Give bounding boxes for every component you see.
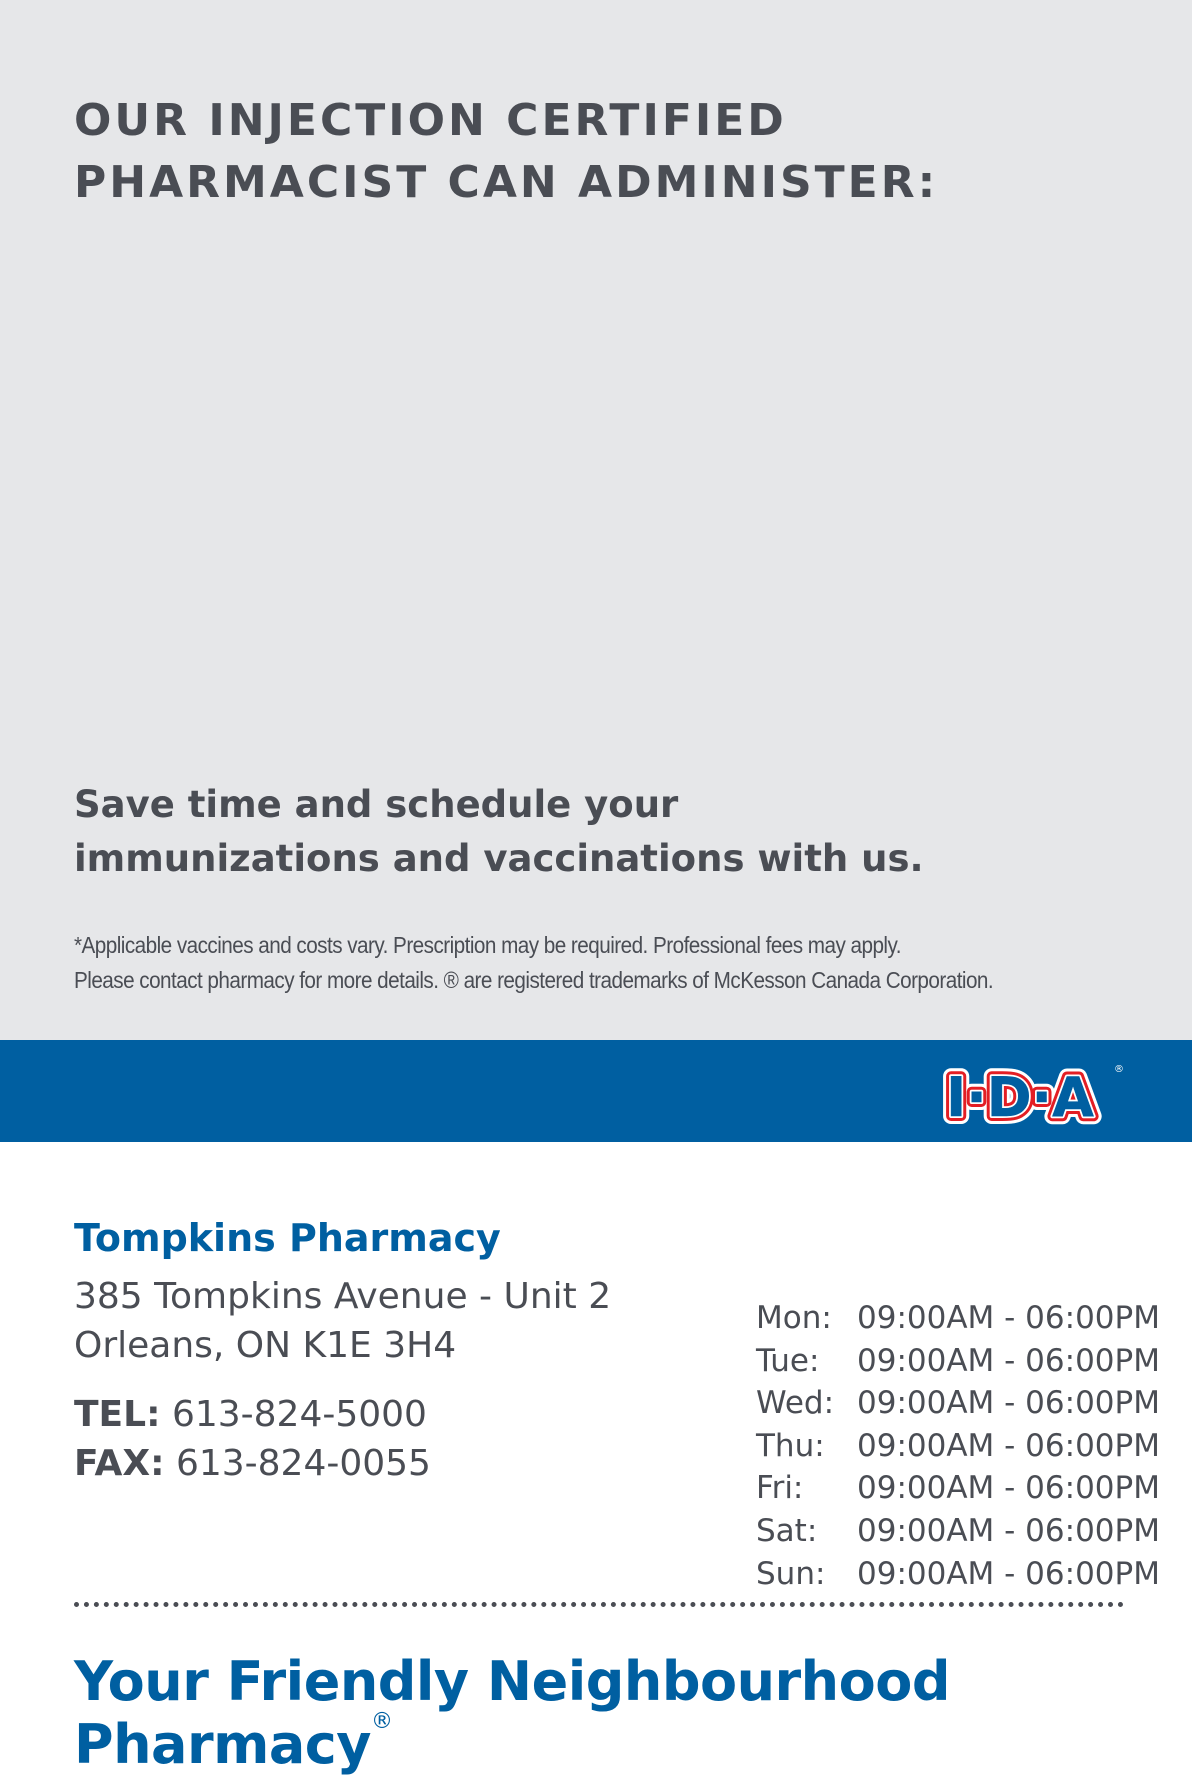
fax-number: 613-824-0055 [175,1443,431,1484]
disclaimer-line-1: *Applicable vaccines and costs vary. Pre… [74,932,901,958]
fax: FAX: 613-824-0055 [74,1439,431,1488]
hours-day: Wed: [756,1385,835,1422]
ida-logo: I·D·A I·D·A I·D·A I·D·A ® [938,1058,1124,1126]
hours-time: 09:00AM - 06:00PM [857,1385,1160,1422]
hours-time: 09:00AM - 06:00PM [857,1470,1160,1507]
hours-time: 09:00AM - 06:00PM [857,1342,1160,1379]
svg-text:®: ® [1114,1064,1124,1075]
hours-time: 09:00AM - 06:00PM [857,1427,1160,1464]
schedule-line-1: Save time and schedule your [74,783,679,826]
svg-text:I·D·A: I·D·A [946,1066,1094,1126]
hours-row: Fri: 09:00AM - 06:00PM [756,1467,1160,1510]
tel-number: 613-824-5000 [171,1394,427,1435]
pharmacy-address: 385 Tompkins Avenue - Unit 2 Orleans, ON… [74,1272,611,1370]
hours-day: Sat: [756,1512,818,1549]
headline-line-2: PHARMACIST CAN ADMINISTER: [74,157,939,208]
hours-row: Mon: 09:00AM - 06:00PM [756,1297,1160,1340]
hours-row: Sun: 09:00AM - 06:00PM [756,1553,1160,1596]
svg-text:I·D·A: I·D·A [946,1066,1094,1126]
hours-row: Sat: 09:00AM - 06:00PM [756,1510,1160,1553]
hours-row: Tue: 09:00AM - 06:00PM [756,1340,1160,1383]
address-line-2: Orleans, ON K1E 3H4 [74,1325,457,1366]
schedule-message: Save time and schedule your immunization… [74,778,924,886]
brand-band [0,1040,1192,1142]
slogan-text: Your Friendly Neighbourhood Pharmacy [74,1650,950,1776]
hours-day: Thu: [756,1427,825,1464]
svg-text:I·D·A: I·D·A [946,1066,1094,1126]
dotted-divider [74,1602,1124,1607]
hours-day: Fri: [756,1470,804,1507]
hours-day: Mon: [756,1300,832,1336]
hours-time: 09:00AM - 06:00PM [857,1555,1160,1592]
headline: OUR INJECTION CERTIFIED PHARMACIST CAN A… [74,90,938,214]
hours-day: Tue: [756,1342,820,1379]
hours-day: Sun: [756,1555,826,1592]
disclaimer-line-2: Please contact pharmacy for more details… [74,967,994,993]
disclaimer: *Applicable vaccines and costs vary. Pre… [74,928,994,998]
pharmacy-name: Tompkins Pharmacy [74,1216,501,1260]
hours-time: 09:00AM - 06:00PM [857,1300,1160,1336]
pharmacy-contact: TEL: 613-824-5000 FAX: 613-824-0055 [74,1390,431,1488]
opening-hours: Mon: 09:00AM - 06:00PM Tue: 09:00AM - 06:0… [756,1297,1160,1595]
fax-label: FAX: [74,1443,165,1484]
svg-text:I·D·A: I·D·A [946,1066,1094,1126]
phone: TEL: 613-824-5000 [74,1390,431,1439]
hours-time: 09:00AM - 06:00PM [857,1512,1160,1549]
hours-row: Thu: 09:00AM - 06:00PM [756,1425,1160,1468]
hours-row: Wed: 09:00AM - 06:00PM [756,1382,1160,1425]
headline-line-1: OUR INJECTION CERTIFIED [74,95,787,146]
tel-label: TEL: [74,1394,161,1435]
info-panel: OUR INJECTION CERTIFIED PHARMACIST CAN A… [0,0,1192,1040]
registered-mark: ® [371,1709,393,1734]
schedule-line-2: immunizations and vaccinations with us. [74,837,924,880]
address-line-1: 385 Tompkins Avenue - Unit 2 [74,1276,612,1317]
slogan: Your Friendly Neighbourhood Pharmacy® [74,1650,1192,1776]
